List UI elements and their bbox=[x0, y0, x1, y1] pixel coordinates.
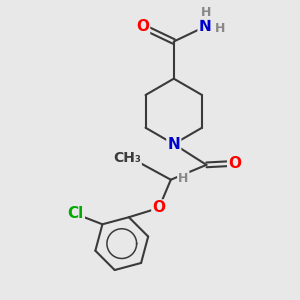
Text: CH₃: CH₃ bbox=[113, 151, 141, 165]
Text: O: O bbox=[152, 200, 165, 215]
Text: H: H bbox=[200, 6, 211, 19]
Text: O: O bbox=[228, 156, 241, 171]
Text: N: N bbox=[199, 19, 212, 34]
Text: O: O bbox=[136, 19, 149, 34]
Text: Cl: Cl bbox=[68, 206, 84, 221]
Text: H: H bbox=[178, 172, 188, 185]
Text: N: N bbox=[167, 136, 180, 152]
Text: H: H bbox=[215, 22, 226, 34]
